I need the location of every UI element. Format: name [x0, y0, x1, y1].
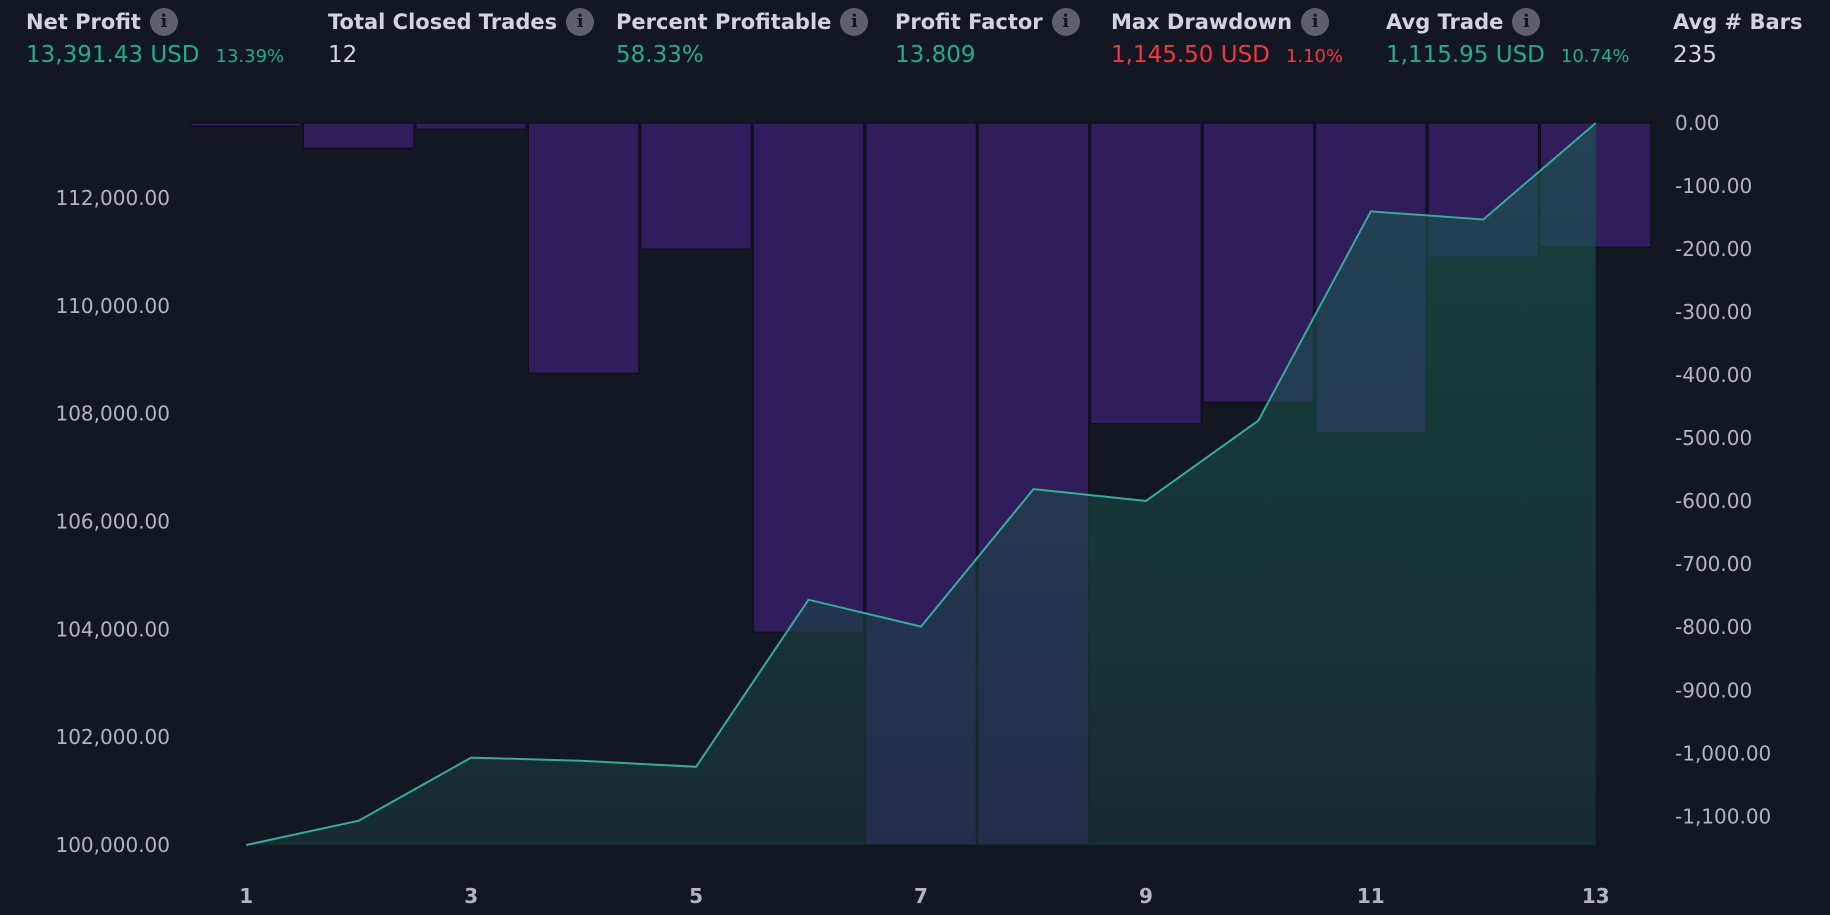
info-icon[interactable]: i	[1301, 8, 1330, 36]
x-axis-tick-label: 9	[1139, 884, 1153, 908]
right-axis-tick-label: -300.00	[1675, 300, 1752, 324]
x-axis-tick-label: 7	[914, 884, 928, 908]
equity-area	[245, 122, 1597, 846]
right-axis-tick-label: -500.00	[1675, 426, 1752, 450]
left-axis-tick-label: 106,000.00	[55, 510, 170, 534]
metric-value: 58.33%	[616, 42, 704, 68]
right-axis-tick-label: -200.00	[1675, 237, 1752, 261]
drawdown-bar	[415, 122, 527, 130]
drawdown-bar	[1090, 122, 1202, 425]
drawdown-bar	[752, 122, 865, 633]
left-axis-tick-label: 104,000.00	[55, 617, 170, 641]
metric-percent: 10.74%	[1560, 46, 1630, 67]
metric-percent: 13.39%	[215, 46, 285, 67]
left-axis-tick-label: 112,000.00	[55, 186, 170, 210]
right-axis-tick-label: -600.00	[1675, 489, 1752, 513]
metric-value: 13.809	[895, 42, 976, 68]
right-axis-tick-label: -1,100.00	[1675, 804, 1771, 828]
equity-line	[245, 122, 1597, 846]
drawdown-bar	[190, 122, 303, 127]
info-icon[interactable]: i	[1512, 8, 1541, 36]
info-icon[interactable]: i	[149, 8, 178, 36]
metric-profit-factor: Profit Factor i 13.809	[895, 8, 1080, 68]
metric-avg-trade: Avg Trade i 1,115.95 USD 10.74%	[1386, 8, 1630, 68]
x-axis-tick-label: 3	[464, 884, 478, 908]
info-icon[interactable]: i	[1051, 8, 1080, 36]
metric-net-profit: Net Profit i 13,391.43 USD 13.39%	[26, 8, 284, 68]
right-y-axis: 0.00 -100.00 -200.00 -300.00 -400.00 -500.00 -…	[1675, 111, 1771, 828]
x-axis-tick-label: 1	[239, 884, 253, 908]
left-axis-tick-label: 100,000.00	[55, 833, 170, 857]
right-axis-tick-label: -1,000.00	[1675, 741, 1771, 765]
right-axis-tick-label: -700.00	[1675, 552, 1752, 576]
left-y-axis: 100,000.00 102,000.00 104,000.00 106,000.00…	[55, 186, 170, 857]
metric-total-closed-trades: Total Closed Trades i 12	[328, 8, 595, 68]
drawdown-bar	[527, 122, 640, 374]
x-axis-tick-label: 13	[1582, 884, 1610, 908]
right-axis-tick-label: -900.00	[1675, 678, 1752, 702]
metric-label: Total Closed Trades	[328, 10, 558, 34]
info-icon[interactable]: i	[566, 8, 595, 36]
x-axis: 1 3 5 7 9 11 13	[239, 884, 1609, 908]
metric-value: 1,115.95 USD	[1386, 42, 1545, 68]
right-axis-tick-label: -400.00	[1675, 363, 1752, 387]
metric-percent: 1.10%	[1285, 46, 1344, 67]
drawdown-bar	[640, 122, 752, 250]
equity-area-fill	[246, 123, 1596, 845]
metric-label: Net Profit	[26, 10, 141, 34]
metric-value: 235	[1673, 42, 1717, 68]
x-axis-tick-label: 5	[689, 884, 703, 908]
info-icon[interactable]: i	[840, 8, 869, 36]
right-axis-tick-label: -800.00	[1675, 615, 1752, 639]
metric-avg-bars: Avg # Bars i 235	[1673, 8, 1803, 68]
metric-value: 13,391.43 USD	[26, 42, 200, 68]
metric-label: Percent Profitable	[616, 10, 832, 34]
metric-percent-profitable: Percent Profitable i 58.33%	[616, 8, 869, 68]
right-axis-tick-label: -100.00	[1675, 174, 1752, 198]
left-axis-tick-label: 108,000.00	[55, 402, 170, 426]
metric-value: 1,145.50 USD	[1111, 42, 1270, 68]
x-axis-tick-label: 11	[1357, 884, 1385, 908]
metric-max-drawdown: Max Drawdown i 1,145.50 USD 1.10%	[1111, 8, 1343, 68]
metric-label: Avg # Bars	[1673, 10, 1803, 34]
left-axis-tick-label: 110,000.00	[55, 294, 170, 318]
drawdown-bar	[302, 122, 415, 149]
metric-label: Profit Factor	[895, 10, 1043, 34]
metric-value: 12	[328, 42, 358, 68]
metric-label: Avg Trade	[1386, 10, 1504, 34]
metrics-bar: Net Profit i 13,391.43 USD 13.39% Total …	[0, 0, 1830, 110]
metric-label: Max Drawdown	[1111, 10, 1293, 34]
left-axis-tick-label: 102,000.00	[55, 725, 170, 749]
right-axis-tick-label: 0.00	[1675, 111, 1720, 135]
